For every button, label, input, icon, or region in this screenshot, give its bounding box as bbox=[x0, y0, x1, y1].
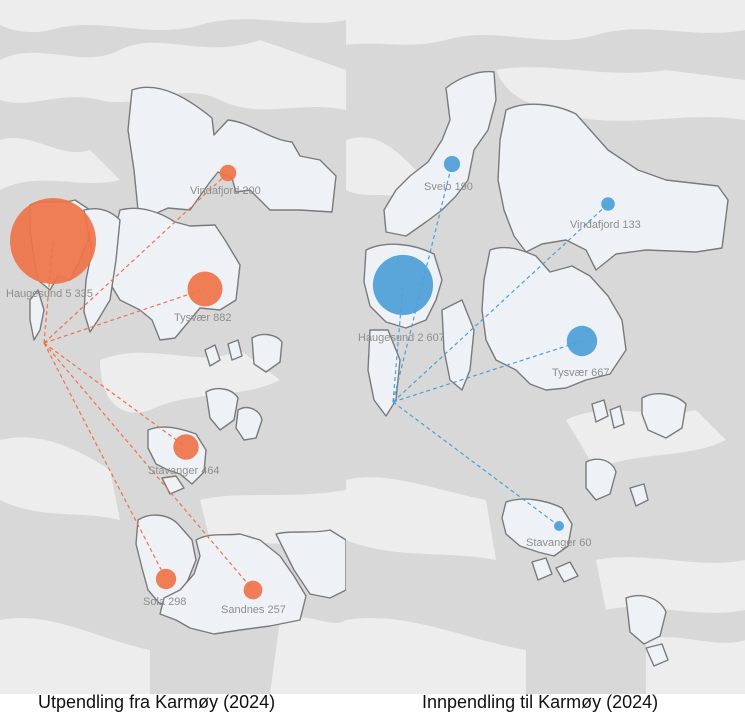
flow-bubble-haugesund[interactable] bbox=[10, 198, 96, 284]
region-vindafjord bbox=[127, 86, 337, 217]
flow-label-stavanger: Stavanger 464 bbox=[148, 465, 220, 477]
region-polygons bbox=[363, 70, 729, 667]
flow-bubble-vindafjord[interactable] bbox=[601, 197, 615, 211]
flow-bubbles-layer bbox=[372, 155, 615, 531]
region-forsand bbox=[275, 529, 346, 599]
flow-line-stavanger bbox=[43, 342, 187, 448]
region-island-8 bbox=[625, 594, 667, 645]
flow-label-haugesund: Haugesund 2 607 bbox=[358, 332, 445, 344]
flow-labels-layer: Haugesund 5 335 Vindafjord 200 Tysvær 882 S… bbox=[6, 185, 286, 616]
flow-bubble-stavanger[interactable] bbox=[554, 521, 564, 531]
region-sveio bbox=[383, 70, 497, 237]
flow-bubble-sola[interactable] bbox=[155, 568, 177, 590]
outcommuting-map-canvas: Haugesund 5 335 Vindafjord 200 Tysvær 882 S… bbox=[0, 0, 346, 694]
incommuting-map: Haugesund 2 607 Sveio 190 Vindafjord 133 Ty… bbox=[346, 0, 745, 694]
region-tysvaer bbox=[107, 207, 241, 341]
region-island-2 bbox=[251, 333, 283, 373]
region-karmoy bbox=[367, 329, 401, 417]
flow-label-haugesund: Haugesund 5 335 bbox=[6, 288, 93, 300]
flow-label-sveio: Sveio 190 bbox=[424, 181, 473, 193]
sea-areas bbox=[0, 0, 346, 694]
flow-line-tysvær bbox=[392, 340, 583, 403]
flow-line-sola bbox=[43, 342, 167, 580]
region-sandnes bbox=[159, 533, 307, 635]
region-vindafjord bbox=[497, 103, 729, 271]
flow-label-tysvær: Tysvær 882 bbox=[174, 312, 231, 324]
flow-bubble-haugesund[interactable] bbox=[372, 254, 434, 316]
flow-line-sandnes bbox=[43, 342, 254, 591]
flow-label-sola: Sola 298 bbox=[143, 596, 186, 608]
flow-bubble-sveio[interactable] bbox=[443, 155, 461, 173]
region-island-6 bbox=[531, 557, 553, 581]
flow-bubble-sandnes[interactable] bbox=[243, 580, 263, 600]
region-island-9 bbox=[645, 643, 669, 667]
region-island-5 bbox=[629, 483, 649, 507]
flow-bubble-tysvær[interactable] bbox=[566, 325, 598, 357]
flow-bubble-tysvær[interactable] bbox=[187, 271, 223, 307]
outcommuting-map: Haugesund 5 335 Vindafjord 200 Tysvær 882 S… bbox=[0, 0, 346, 694]
flow-bubbles-layer bbox=[10, 164, 263, 600]
flow-bubble-vindafjord[interactable] bbox=[219, 164, 237, 182]
region-stavanger bbox=[501, 498, 573, 557]
region-island-1 bbox=[591, 399, 609, 423]
flow-label-stavanger: Stavanger 60 bbox=[526, 537, 591, 549]
flow-line-haugesund bbox=[392, 284, 404, 403]
region-bokn bbox=[441, 299, 475, 391]
region-karmoy bbox=[29, 289, 45, 341]
region-island-1 bbox=[227, 339, 243, 361]
flow-labels-layer: Haugesund 2 607 Sveio 190 Vindafjord 133 Ty… bbox=[358, 181, 641, 549]
region-tysvaer bbox=[481, 246, 627, 391]
region-bokn bbox=[204, 344, 221, 367]
outcommuting-caption: Utpendling fra Karmøy (2024) bbox=[38, 692, 276, 712]
incommuting-map-canvas: Haugesund 2 607 Sveio 190 Vindafjord 133 Ty… bbox=[346, 0, 745, 694]
flow-bubble-stavanger[interactable] bbox=[173, 434, 199, 460]
flow-label-tysvær: Tysvær 667 bbox=[552, 367, 609, 379]
region-island-4 bbox=[585, 458, 617, 501]
flow-line-tysvær bbox=[43, 288, 206, 344]
flow-label-vindafjord: Vindafjord 200 bbox=[190, 185, 261, 197]
region-island-7 bbox=[555, 561, 579, 583]
region-sola bbox=[135, 514, 197, 605]
region-island-3 bbox=[641, 393, 687, 439]
region-island-2 bbox=[609, 405, 625, 429]
region-island-4 bbox=[235, 406, 263, 441]
flow-label-vindafjord: Vindafjord 133 bbox=[570, 219, 641, 231]
incommuting-caption: Innpendling til Karmøy (2024) bbox=[422, 692, 659, 712]
region-island-3 bbox=[205, 387, 239, 431]
flow-label-sandnes: Sandnes 257 bbox=[221, 604, 286, 616]
